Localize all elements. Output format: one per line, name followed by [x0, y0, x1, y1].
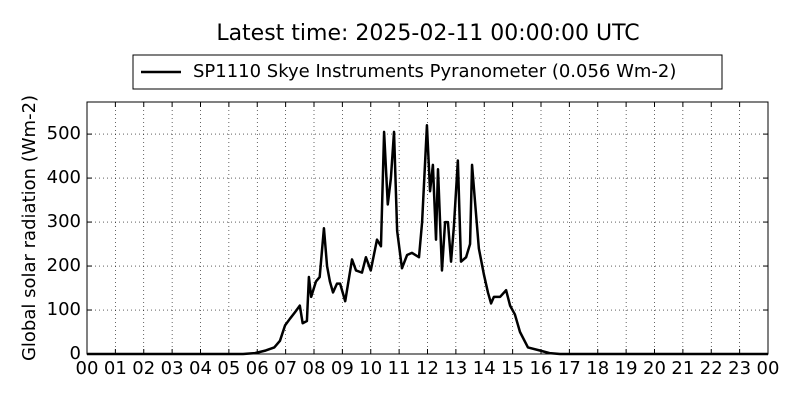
- chart-title: Latest time: 2025-02-11 00:00:00 UTC: [216, 21, 639, 46]
- x-tick-label: 06: [246, 358, 269, 379]
- x-tick-label: 07: [274, 358, 297, 379]
- x-tick-label: 23: [728, 358, 751, 379]
- x-tick-label: 19: [615, 358, 638, 379]
- legend-box: [132, 54, 723, 90]
- y-tick-label: 400: [47, 167, 81, 188]
- x-tick-label: 13: [444, 358, 467, 379]
- y-tick-label: 100: [47, 299, 81, 320]
- x-tick-label: 17: [558, 358, 581, 379]
- y-tick-label: 300: [47, 211, 81, 232]
- x-tick-label: 14: [473, 358, 496, 379]
- x-tick-label: 20: [643, 358, 666, 379]
- x-tick-label: 21: [671, 358, 694, 379]
- x-tick-label: 12: [416, 358, 439, 379]
- x-tick-label: 02: [132, 358, 155, 379]
- x-tick-label: 16: [530, 358, 553, 379]
- x-tick-label: 00: [76, 358, 99, 379]
- x-tick-label: 15: [501, 358, 524, 379]
- x-tick-label: 09: [331, 358, 354, 379]
- x-tick-label: 01: [104, 358, 127, 379]
- x-tick-label: 08: [303, 358, 326, 379]
- y-tick-label: 200: [47, 255, 81, 276]
- x-tick-label: 11: [388, 358, 411, 379]
- legend-label: SP1110 Skye Instruments Pyranometer (0.0…: [193, 61, 676, 82]
- x-tick-label: 03: [161, 358, 184, 379]
- x-tick-label: 10: [359, 358, 382, 379]
- x-tick-label: 00: [757, 358, 780, 379]
- y-axis-label: Global solar radiation (Wm-2): [19, 95, 40, 361]
- x-tick-label: 05: [217, 358, 240, 379]
- x-tick-label: 22: [700, 358, 723, 379]
- x-tick-label: 18: [586, 358, 609, 379]
- y-tick-label: 500: [47, 123, 81, 144]
- data-line: [87, 124, 768, 356]
- plot-frame: [86, 101, 769, 355]
- y-tick-label: 0: [70, 343, 81, 364]
- x-tick-label: 04: [189, 358, 212, 379]
